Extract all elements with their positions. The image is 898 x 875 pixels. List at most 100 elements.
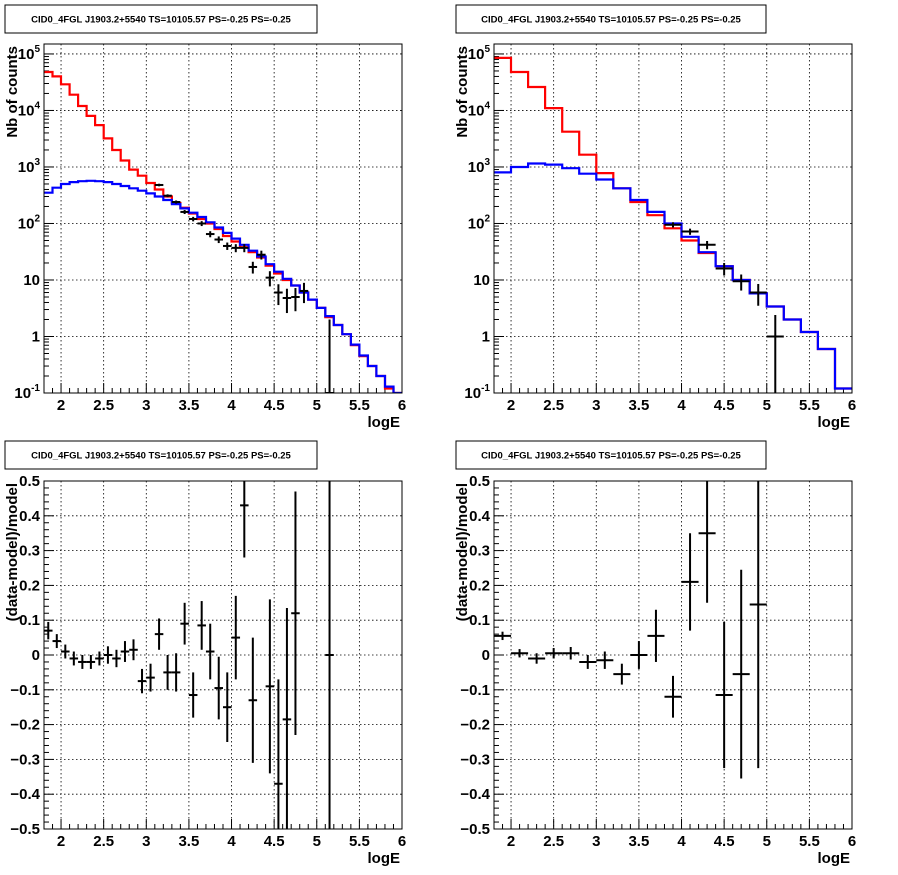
data-point — [231, 244, 241, 253]
y-tick-label: 10-1 — [14, 383, 40, 402]
data-point — [240, 244, 249, 253]
y-tick-label: 0.1 — [19, 612, 40, 629]
x-tick-label: 3 — [142, 833, 150, 850]
data-point — [257, 250, 266, 260]
x-tick-label: 3.5 — [178, 397, 199, 414]
data-point — [137, 668, 147, 694]
y-tick-label: 1 — [482, 328, 490, 345]
y-tick-label: 104 — [18, 100, 41, 119]
plot-area — [494, 481, 767, 779]
y-axis-label: (data-model)/model — [454, 483, 471, 621]
y-tick-label: 102 — [18, 213, 41, 232]
data-point — [596, 651, 614, 669]
data-point — [545, 648, 563, 659]
x-tick-label: 6 — [398, 833, 406, 850]
y-tick-exponent: 3 — [484, 157, 490, 168]
y-tick-label: −0.2 — [10, 717, 40, 734]
data-point — [163, 655, 172, 690]
source-model-histogram — [494, 162, 852, 390]
data-point — [562, 646, 580, 660]
data-point — [749, 283, 767, 306]
y-tick-label: 103 — [468, 157, 491, 176]
grid — [494, 481, 852, 829]
data-point — [265, 271, 275, 287]
x-tick-label: 6 — [848, 397, 856, 414]
x-tick-label: 4 — [677, 397, 686, 414]
data-point — [715, 262, 733, 276]
x-axis-label: logE — [368, 850, 401, 867]
data-point — [214, 656, 223, 720]
data-point — [274, 284, 283, 306]
x-tick-label: 5.5 — [799, 397, 820, 414]
grid — [44, 481, 402, 829]
chart-title: CID0_4FGL J1903.2+5540 TS=10105.57 PS=-0… — [481, 15, 741, 26]
x-tick-label: 3 — [592, 833, 600, 850]
data-point — [766, 315, 784, 393]
data-point — [282, 288, 292, 314]
y-tick-label: 0.5 — [469, 473, 490, 490]
chart-title: CID0_4FGL J1903.2+5540 TS=10105.57 PS=-0… — [31, 15, 291, 26]
x-tick-label: 5 — [313, 397, 321, 414]
data-point — [274, 679, 283, 829]
data-point — [248, 261, 258, 274]
data-point — [248, 637, 258, 763]
data-point — [188, 672, 198, 718]
y-tick-label: 103 — [18, 157, 41, 176]
data-point — [647, 609, 665, 662]
x-tick-label: 4 — [227, 833, 236, 850]
x-tick-label: 3.5 — [628, 833, 649, 850]
y-tick-label: 0.3 — [19, 543, 40, 560]
data-points — [44, 481, 334, 829]
data-point — [44, 621, 53, 640]
axis-ticks — [493, 480, 853, 830]
y-tick-label: 0.4 — [469, 508, 491, 525]
data-point — [197, 221, 206, 227]
y-axis-label: Nb of counts — [454, 46, 471, 138]
chart-panel-4: CID0_4FGL J1903.2+5540 TS=10105.57 PS=-0… — [454, 440, 856, 867]
data-point — [180, 210, 189, 215]
data-point — [180, 602, 189, 645]
chart-panel-2: CID0_4FGL J1903.2+5540 TS=10105.57 PS=-0… — [454, 4, 856, 431]
y-tick-label: −0.2 — [460, 717, 490, 734]
data-point — [146, 663, 155, 692]
chart-panel-3: CID0_4FGL J1903.2+5540 TS=10105.57 PS=-0… — [4, 440, 406, 867]
plot-frame — [493, 480, 853, 830]
y-tick-label: 0.4 — [19, 508, 41, 525]
x-tick-label: 4.5 — [264, 397, 285, 414]
data-point — [154, 183, 164, 187]
data-point — [240, 481, 249, 558]
y-tick-label: −0.4 — [10, 786, 40, 803]
data-point — [231, 595, 241, 680]
x-axis-label: logE — [818, 414, 851, 431]
data-point — [664, 675, 682, 718]
data-point — [749, 481, 767, 769]
source-model-histogram — [44, 179, 402, 393]
x-tick-label: 2 — [507, 833, 515, 850]
data-point — [103, 646, 113, 664]
data-point — [163, 194, 172, 198]
data-point — [171, 200, 181, 204]
data-point — [494, 631, 512, 641]
data-point — [299, 282, 309, 304]
y-tick-exponent: 5 — [34, 44, 40, 55]
data-point — [325, 319, 334, 393]
grid — [44, 44, 402, 393]
plot-frame — [43, 43, 403, 394]
chart-title: CID0_4FGL J1903.2+5540 TS=10105.57 PS=-0… — [481, 451, 741, 462]
data-point — [681, 228, 699, 235]
x-tick-label: 4.5 — [264, 833, 285, 850]
data-points — [494, 481, 767, 779]
y-tick-label: 0 — [482, 647, 490, 664]
x-tick-label: 3.5 — [178, 833, 199, 850]
data-point — [223, 242, 232, 250]
data-point — [325, 481, 334, 829]
y-tick-exponent: 5 — [484, 44, 490, 55]
x-tick-label: 5.5 — [799, 833, 820, 850]
y-tick-label: 0.5 — [19, 473, 40, 490]
x-tick-label: 2.5 — [93, 833, 114, 850]
x-tick-label: 2.5 — [93, 397, 114, 414]
y-tick-label: 10-1 — [464, 383, 490, 402]
data-point — [265, 599, 275, 774]
data-point — [613, 663, 631, 685]
